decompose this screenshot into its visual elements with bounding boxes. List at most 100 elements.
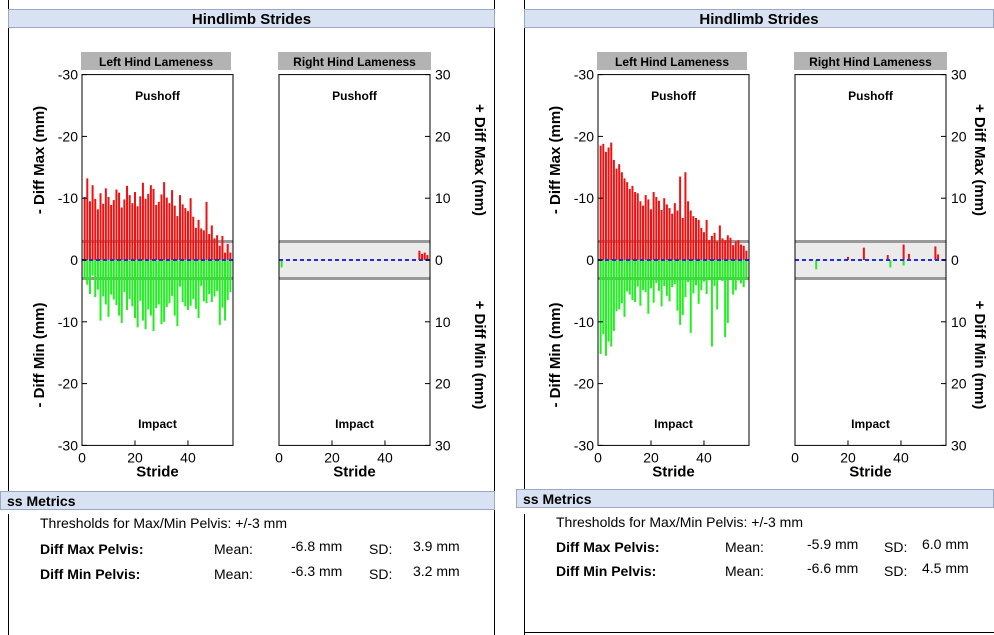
right-chart: Right Hind Lameness 30 20 10 0 10 20 30 0 20 40Str… <box>791 52 967 480</box>
pushoff-bar <box>734 241 737 260</box>
pushoff-bar <box>226 243 229 260</box>
impact-bar <box>642 260 645 291</box>
pushoff-bar <box>157 201 160 260</box>
diff-min-sd-value: 3.2 mm <box>413 563 460 579</box>
panel-border <box>8 514 9 635</box>
pushoff-bar <box>676 210 679 260</box>
pushoff-bar <box>639 201 642 260</box>
y-tick-label: 20 <box>435 376 451 392</box>
impact-bar <box>673 260 676 285</box>
impact-bar <box>157 260 160 305</box>
pushoff-bar <box>673 203 676 260</box>
pushoff-bar <box>418 250 421 260</box>
impact-bar <box>160 260 163 325</box>
threshold-band <box>598 241 749 279</box>
hindlimb-strides-charts: Left Hind Lameness-30-20-100-10-20-300 20… <box>547 52 988 480</box>
impact-bar <box>679 260 682 325</box>
impact-bar <box>721 260 724 282</box>
pushoff-bar <box>94 198 97 260</box>
impact-bar <box>163 260 166 322</box>
pushoff-bar <box>626 182 629 260</box>
pushoff-bar <box>171 190 174 260</box>
y-axis-label-right-bottom: + Diff Min (mm) <box>971 301 988 410</box>
pushoff-bar <box>149 185 152 260</box>
impact-bar <box>718 260 721 280</box>
impact-bar <box>181 260 184 303</box>
sd-label: SD: <box>369 541 393 557</box>
diff-max-sd-value: 3.9 mm <box>413 538 460 554</box>
impact-bar <box>110 260 113 295</box>
impact-bar <box>695 260 698 286</box>
pushoff-bar <box>665 204 668 260</box>
pushoff-bar <box>937 254 940 260</box>
x-tick-label: 20 <box>127 449 143 465</box>
impact-bar <box>216 260 219 291</box>
impact-bar <box>612 260 615 332</box>
pushoff-bar <box>644 195 647 260</box>
pushoff-bar <box>607 147 610 260</box>
pushoff-bar <box>642 205 645 260</box>
impact-bar <box>607 260 610 342</box>
section-header-hindlimb-strides: Hindlimb Strides <box>8 9 495 28</box>
y-tick-label: -10 <box>58 314 78 330</box>
y-tick-label: 30 <box>435 67 451 83</box>
impact-bar <box>165 260 168 307</box>
impact-bar <box>652 260 655 303</box>
pushoff-bar <box>123 199 126 260</box>
diff-min-sd-value: 4.5 mm <box>922 560 969 576</box>
right-chart: Right Hind Lameness 30 20 10 0 10 20 30 0 20 40Str… <box>275 52 451 480</box>
impact-bar <box>713 260 716 286</box>
pushoff-bar <box>126 185 129 260</box>
impact-bar <box>149 260 152 316</box>
pushoff-bar <box>902 244 905 260</box>
impact-bar <box>620 260 623 304</box>
x-tick-label: 40 <box>893 449 909 465</box>
impact-bar <box>184 260 187 307</box>
pushoff-bar <box>202 230 205 260</box>
impact-bar <box>99 260 102 321</box>
impact-bar <box>700 260 703 291</box>
impact-bar <box>631 260 634 301</box>
impact-bar <box>128 260 131 299</box>
pushoff-bar <box>181 204 184 260</box>
impact-bar <box>716 260 719 310</box>
impact-bar <box>107 260 110 317</box>
pushoff-bar <box>846 256 849 260</box>
panel-border <box>524 514 525 635</box>
y-tick-label: -20 <box>58 376 78 392</box>
pushoff-bar <box>702 232 705 260</box>
pushoff-bar <box>687 201 690 260</box>
pushoff-bar <box>660 209 663 260</box>
impact-bar <box>171 260 174 296</box>
pushoff-bar <box>657 200 660 260</box>
x-tick-label: 40 <box>377 449 393 465</box>
pushoff-bar <box>740 244 743 260</box>
x-tick-label: 0 <box>594 449 602 465</box>
pushoff-bar <box>729 237 732 260</box>
pushoff-label: Pushoff <box>135 89 181 103</box>
pushoff-bar <box>655 196 658 260</box>
pushoff-bar <box>200 228 203 260</box>
y-axis-label-left-top: - Diff Max (mm) <box>547 106 564 214</box>
diff-min-pelvis-label: Diff Min Pelvis: <box>556 563 657 579</box>
y-axis-label-right-bottom: + Diff Min (mm) <box>471 301 488 410</box>
x-tick-label: 20 <box>643 449 659 465</box>
impact-bar <box>740 260 743 284</box>
pushoff-bar <box>133 192 136 260</box>
impact-bar <box>115 260 118 306</box>
impact-bar <box>224 260 227 321</box>
pushoff-bar <box>934 246 937 260</box>
pushoff-bar <box>618 164 621 260</box>
impact-bar <box>697 260 700 304</box>
mean-label: Mean: <box>214 541 253 557</box>
pushoff-bar <box>708 240 711 260</box>
impact-bar <box>634 260 637 303</box>
section-header-metrics: ss Metrics <box>0 491 495 510</box>
impact-bar <box>210 260 213 303</box>
impact-label: Impact <box>335 417 374 431</box>
y-tick-label: -20 <box>574 128 594 144</box>
pushoff-bar <box>710 235 713 260</box>
pushoff-bar <box>216 235 219 260</box>
sd-label: SD: <box>884 563 908 579</box>
mean-label: Mean: <box>725 539 764 555</box>
